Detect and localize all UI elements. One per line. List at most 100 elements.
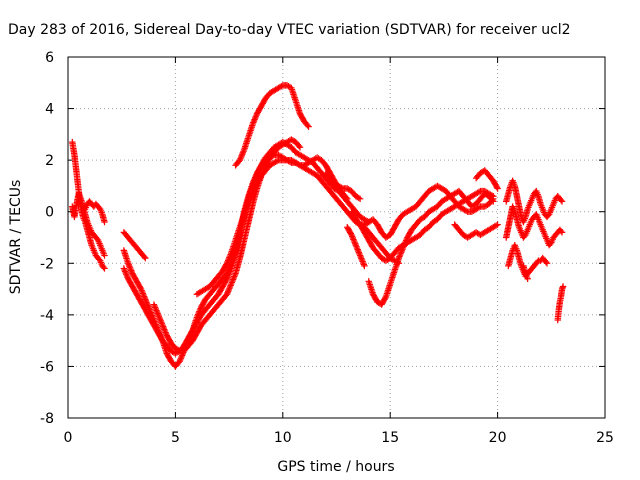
data-point xyxy=(557,196,565,204)
x-tick-label-25: 25 xyxy=(596,430,614,446)
data-point xyxy=(142,297,150,305)
data-point xyxy=(494,221,501,228)
data-point xyxy=(492,222,500,229)
data-point xyxy=(397,250,404,257)
data-point xyxy=(558,229,566,236)
data-point xyxy=(557,227,565,235)
data-point xyxy=(224,258,231,266)
data-point xyxy=(228,279,236,286)
data-point xyxy=(159,323,167,330)
data-point xyxy=(126,264,134,271)
data-point xyxy=(225,286,232,294)
data-point xyxy=(356,250,363,258)
data-point xyxy=(101,252,108,259)
data-point xyxy=(534,258,541,266)
data-point xyxy=(358,255,365,262)
y-tick-label-neg2: -2 xyxy=(40,256,54,272)
data-point xyxy=(559,283,567,290)
data-point xyxy=(250,117,258,125)
data-point xyxy=(126,263,133,270)
series-arc-c xyxy=(81,198,108,226)
data-point xyxy=(137,284,144,291)
data-point xyxy=(401,241,408,249)
x-tick-labels: 0 5 10 15 20 25 xyxy=(64,430,614,446)
data-point xyxy=(396,251,404,259)
data-point xyxy=(352,242,360,249)
data-point xyxy=(153,307,160,314)
data-point xyxy=(359,258,366,265)
x-axis-title: GPS time / hours xyxy=(277,459,394,475)
data-point xyxy=(125,261,132,268)
data-point xyxy=(140,293,148,300)
y-tick-labels: -8 -6 -4 -2 0 2 4 6 xyxy=(40,50,54,427)
data-point xyxy=(356,252,364,259)
series-arc-u xyxy=(554,283,567,324)
data-point xyxy=(245,196,253,204)
data-point xyxy=(475,188,483,196)
data-point xyxy=(237,153,245,161)
data-point xyxy=(162,330,170,338)
data-point xyxy=(350,236,357,243)
data-point xyxy=(348,231,355,239)
data-point xyxy=(177,356,184,363)
data-point xyxy=(542,258,550,266)
data-point xyxy=(223,275,231,282)
data-point xyxy=(229,276,237,283)
data-point xyxy=(229,277,236,285)
series-arc-s xyxy=(505,242,551,280)
data-point xyxy=(360,261,368,268)
data-point xyxy=(355,249,363,256)
data-point xyxy=(227,251,234,258)
y-tick-label-neg8: -8 xyxy=(40,411,54,427)
data-point xyxy=(223,291,231,298)
data-point xyxy=(224,257,232,264)
y-tick-label-0: 0 xyxy=(45,205,54,221)
data-point xyxy=(304,122,311,129)
series-arc-r xyxy=(502,203,566,249)
data-point xyxy=(236,156,244,164)
data-point xyxy=(347,230,355,237)
x-tick-label-0: 0 xyxy=(64,430,73,446)
data-point xyxy=(121,266,128,274)
series-arc-t xyxy=(520,262,531,282)
data-point xyxy=(524,275,531,282)
data-point xyxy=(490,198,497,205)
data-point xyxy=(352,240,359,247)
x-tick-label-20: 20 xyxy=(489,430,507,446)
series-arc-h xyxy=(232,82,312,169)
data-point xyxy=(353,244,361,252)
data-point xyxy=(177,355,185,362)
x-tick-label-10: 10 xyxy=(274,430,292,446)
data-point xyxy=(224,289,231,296)
data-point xyxy=(226,254,233,261)
data-point xyxy=(140,291,147,299)
y-tick-label-6: 6 xyxy=(45,50,54,66)
data-point xyxy=(141,294,148,302)
data-point xyxy=(253,112,260,119)
data-point xyxy=(361,262,368,270)
data-point xyxy=(381,294,389,302)
data-point xyxy=(127,265,134,273)
data-point xyxy=(402,238,409,246)
data-point xyxy=(161,326,168,333)
data-point xyxy=(123,272,131,280)
data-point xyxy=(248,190,255,198)
series-arc-d xyxy=(120,229,149,262)
data-point xyxy=(245,198,252,205)
data-point xyxy=(356,195,364,203)
data-point xyxy=(239,149,247,156)
data-point xyxy=(151,302,158,310)
data-point xyxy=(175,346,182,354)
data-point xyxy=(403,235,410,243)
data-point xyxy=(305,123,312,130)
data-point xyxy=(223,260,231,267)
data-point xyxy=(351,239,358,246)
data-point xyxy=(543,260,551,267)
data-point xyxy=(251,114,259,122)
data-point xyxy=(348,233,356,240)
data-point xyxy=(124,260,132,267)
data-point xyxy=(239,151,246,158)
data-point xyxy=(338,184,345,191)
data-point xyxy=(139,288,146,296)
